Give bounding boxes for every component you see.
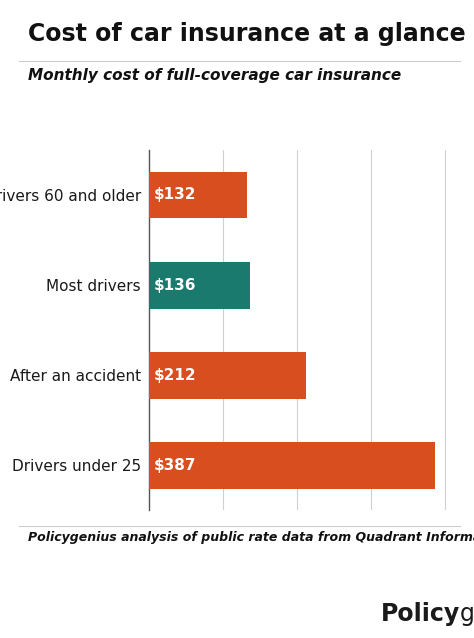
Text: Monthly cost of full-coverage car insurance: Monthly cost of full-coverage car insura… [28,68,401,84]
Text: $387: $387 [154,458,196,473]
Text: Policy: Policy [381,602,460,626]
Text: genius: genius [460,602,474,626]
Text: Policygenius analysis of public rate data from Quadrant Information Services: Policygenius analysis of public rate dat… [28,531,474,544]
Text: $132: $132 [154,188,196,202]
Bar [149,172,247,218]
Bar [149,262,250,309]
Bar [149,352,306,399]
Text: $136: $136 [154,278,196,293]
Bar [149,442,436,489]
Text: Cost of car insurance at a glance: Cost of car insurance at a glance [28,22,466,47]
Text: $212: $212 [154,367,196,383]
